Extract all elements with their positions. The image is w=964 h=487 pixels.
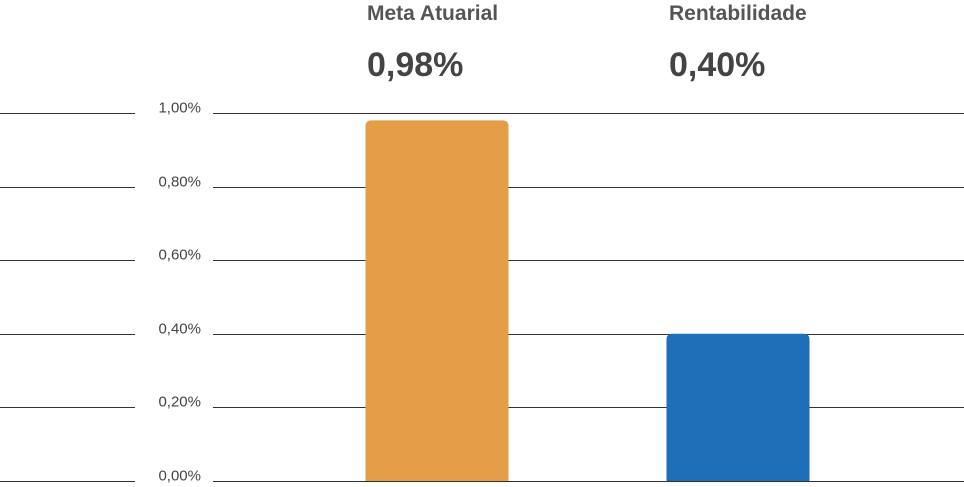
y-tick-label-5: 1,00% bbox=[158, 100, 201, 117]
category-label-meta-atuarial: Meta Atuarial bbox=[367, 2, 499, 25]
y-tick-label-0: 0,00% bbox=[158, 468, 201, 485]
bars bbox=[365, 120, 810, 482]
y-tick-label-3: 0,60% bbox=[158, 247, 201, 264]
y-tick-label-2: 0,40% bbox=[158, 321, 201, 338]
bar-meta-atuarial bbox=[365, 120, 509, 482]
y-tick-label-4: 0,80% bbox=[158, 174, 201, 191]
gridlines bbox=[0, 113, 964, 482]
category-label-rentabilidade: Rentabilidade bbox=[669, 2, 807, 25]
value-label-rentabilidade: 0,40% bbox=[669, 46, 766, 84]
value-label-meta-atuarial: 0,98% bbox=[367, 46, 464, 84]
y-tick-labels: 0,00% 0,20% 0,40% 0,60% 0,80% 1,00% bbox=[158, 100, 201, 485]
bar-rentabilidade bbox=[666, 333, 810, 481]
y-tick-label-1: 0,20% bbox=[158, 394, 201, 411]
